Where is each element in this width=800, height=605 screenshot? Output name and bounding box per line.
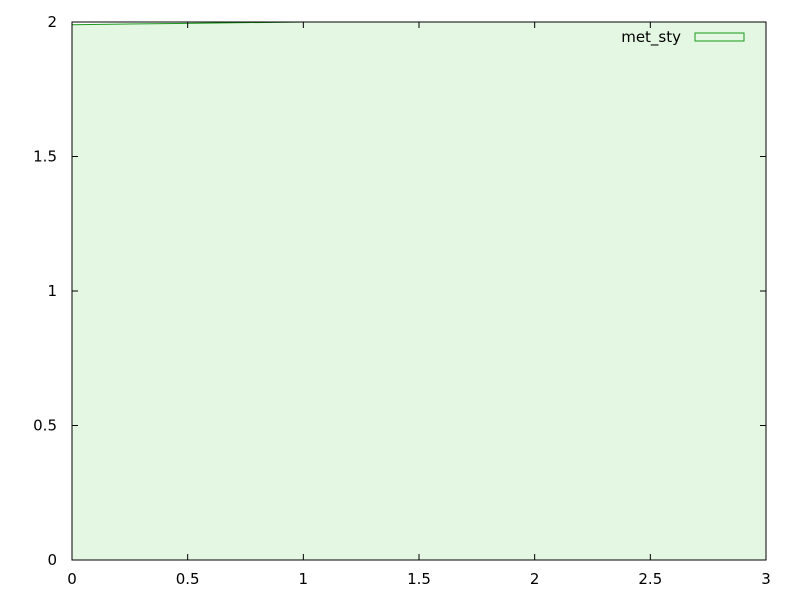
x-tick-label: 3 [761,570,771,588]
x-tick-label: 1.5 [407,570,431,588]
x-tick-label: 0.5 [176,570,200,588]
x-tick-label: 2 [530,570,540,588]
y-tick-label: 1 [47,282,57,300]
y-tick-label: 2 [47,13,57,31]
y-tick-label: 0.5 [33,417,57,435]
legend-swatch [694,32,745,42]
series-area-met_sty [72,22,766,560]
x-tick-label: 1 [299,570,309,588]
x-tick-label: 0 [67,570,77,588]
ticks-layer: 0 0.5 1 1.5 2 2.5 3 0 0.5 1 1.5 2 [33,13,771,588]
y-tick-label: 1.5 [33,148,57,166]
y-tick-label: 0 [47,551,57,569]
legend-label: met_sty [621,28,681,47]
x-tick-label: 2.5 [638,570,662,588]
legend: met_sty [621,28,745,47]
area-layer [71,21,766,560]
